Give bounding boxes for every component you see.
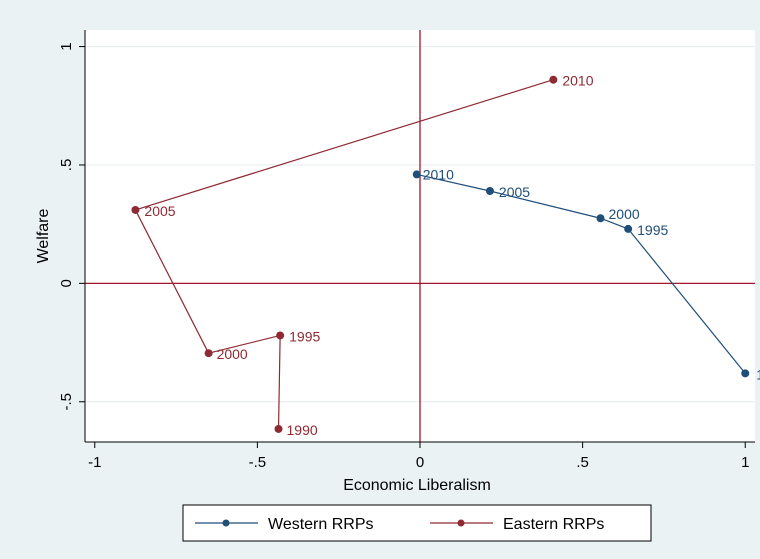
y-axis-title: Welfare bbox=[35, 208, 52, 263]
y-tick-label-3: 1 bbox=[58, 42, 75, 50]
reference-lines bbox=[85, 30, 755, 442]
legend-box bbox=[182, 504, 652, 542]
data-point-0-1 bbox=[624, 224, 633, 233]
point-label-0-0: 19 bbox=[756, 366, 760, 382]
point-label-0-2: 2000 bbox=[609, 206, 640, 222]
point-labels: 19199520002005201019901995200020052010 bbox=[144, 73, 760, 438]
point-label-0-3: 2005 bbox=[499, 184, 530, 200]
point-label-1-2: 2000 bbox=[217, 346, 248, 362]
point-label-1-0: 1990 bbox=[287, 422, 318, 438]
data-point-1-2 bbox=[204, 349, 213, 358]
data-point-1-4 bbox=[549, 75, 558, 84]
x-tick-label-3: .5 bbox=[576, 454, 589, 471]
data-point-0-3 bbox=[485, 187, 494, 196]
legend: Western RRPs Eastern RRPs bbox=[182, 504, 652, 542]
x-tick-label-4: 1 bbox=[741, 454, 749, 471]
x-tick-label-1: -.5 bbox=[249, 454, 267, 471]
x-axis-title: Economic Liberalism bbox=[343, 477, 491, 494]
x-tick-label-2: 0 bbox=[416, 454, 424, 471]
data-point-1-3 bbox=[131, 205, 140, 214]
y-tick-label-0: -.5 bbox=[58, 393, 75, 411]
data-series bbox=[131, 75, 750, 433]
legend-label-eastern: Eastern RRPs bbox=[503, 516, 604, 533]
point-label-0-1: 1995 bbox=[637, 222, 668, 238]
legend-marker-eastern bbox=[457, 519, 465, 527]
data-point-1-1 bbox=[276, 331, 285, 340]
axis-ticks: -1 -.5 0 .5 1 -.5 0 .5 1 bbox=[58, 42, 749, 471]
data-point-0-4 bbox=[412, 170, 421, 179]
x-tick-label-0: -1 bbox=[88, 454, 101, 471]
point-label-1-4: 2010 bbox=[562, 73, 593, 89]
data-point-1-0 bbox=[274, 424, 283, 433]
legend-marker-western bbox=[222, 519, 230, 527]
y-tick-label-1: 0 bbox=[58, 279, 75, 287]
legend-label-western: Western RRPs bbox=[268, 516, 374, 533]
point-label-1-1: 1995 bbox=[289, 328, 320, 344]
point-label-1-3: 2005 bbox=[144, 203, 175, 219]
data-point-0-2 bbox=[596, 214, 605, 223]
y-tick-label-2: .5 bbox=[58, 159, 75, 172]
data-point-0-0 bbox=[741, 369, 750, 378]
point-label-0-4: 2010 bbox=[423, 166, 454, 182]
